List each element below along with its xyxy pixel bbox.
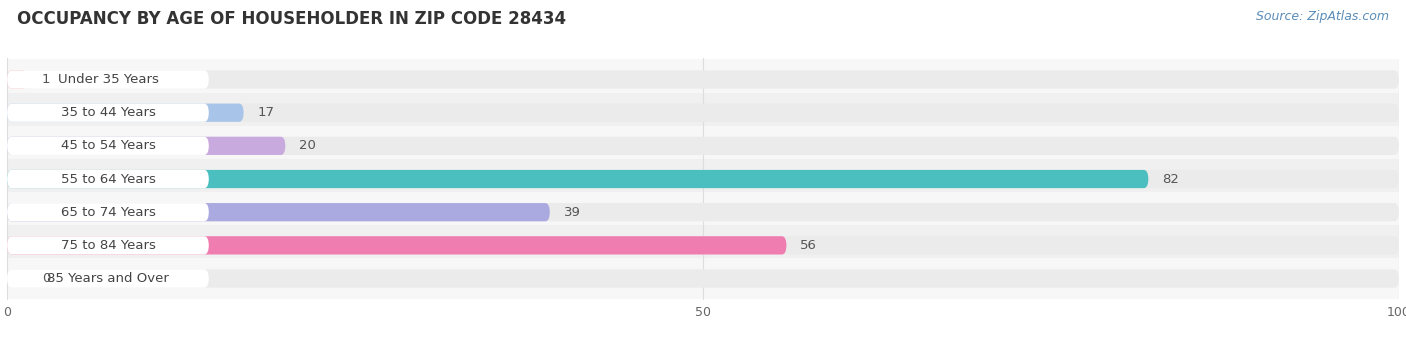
- Text: 56: 56: [800, 239, 817, 252]
- Text: Under 35 Years: Under 35 Years: [58, 73, 159, 86]
- Text: 45 to 54 Years: 45 to 54 Years: [60, 139, 156, 152]
- FancyBboxPatch shape: [7, 203, 550, 221]
- Text: Source: ZipAtlas.com: Source: ZipAtlas.com: [1256, 10, 1389, 23]
- Bar: [7, 225, 1399, 265]
- Text: 20: 20: [299, 139, 316, 152]
- FancyBboxPatch shape: [7, 104, 209, 122]
- FancyBboxPatch shape: [7, 203, 209, 221]
- Text: 1: 1: [42, 73, 51, 86]
- Text: 85 Years and Over: 85 Years and Over: [46, 272, 169, 285]
- FancyBboxPatch shape: [7, 170, 1149, 188]
- Text: 82: 82: [1163, 173, 1180, 186]
- Text: 35 to 44 Years: 35 to 44 Years: [60, 106, 156, 119]
- FancyBboxPatch shape: [7, 170, 209, 188]
- FancyBboxPatch shape: [7, 269, 209, 288]
- FancyBboxPatch shape: [7, 70, 1399, 89]
- FancyBboxPatch shape: [7, 104, 1399, 122]
- FancyBboxPatch shape: [7, 137, 1399, 155]
- FancyBboxPatch shape: [7, 236, 786, 254]
- Text: 75 to 84 Years: 75 to 84 Years: [60, 239, 156, 252]
- FancyBboxPatch shape: [7, 170, 1399, 188]
- FancyBboxPatch shape: [7, 70, 209, 89]
- FancyBboxPatch shape: [7, 137, 209, 155]
- FancyBboxPatch shape: [7, 236, 209, 254]
- Bar: [7, 126, 1399, 166]
- Bar: [7, 93, 1399, 133]
- Bar: [7, 59, 1399, 100]
- Text: 65 to 74 Years: 65 to 74 Years: [60, 206, 156, 219]
- FancyBboxPatch shape: [7, 104, 243, 122]
- FancyBboxPatch shape: [7, 70, 28, 89]
- Text: 17: 17: [257, 106, 274, 119]
- Text: OCCUPANCY BY AGE OF HOUSEHOLDER IN ZIP CODE 28434: OCCUPANCY BY AGE OF HOUSEHOLDER IN ZIP C…: [17, 10, 567, 28]
- Text: 0: 0: [42, 272, 51, 285]
- Text: 39: 39: [564, 206, 581, 219]
- Text: 55 to 64 Years: 55 to 64 Years: [60, 173, 156, 186]
- FancyBboxPatch shape: [7, 236, 1399, 254]
- FancyBboxPatch shape: [7, 137, 285, 155]
- FancyBboxPatch shape: [7, 203, 1399, 221]
- FancyBboxPatch shape: [7, 269, 1399, 288]
- Bar: [7, 192, 1399, 232]
- Bar: [7, 258, 1399, 299]
- Bar: [7, 159, 1399, 199]
